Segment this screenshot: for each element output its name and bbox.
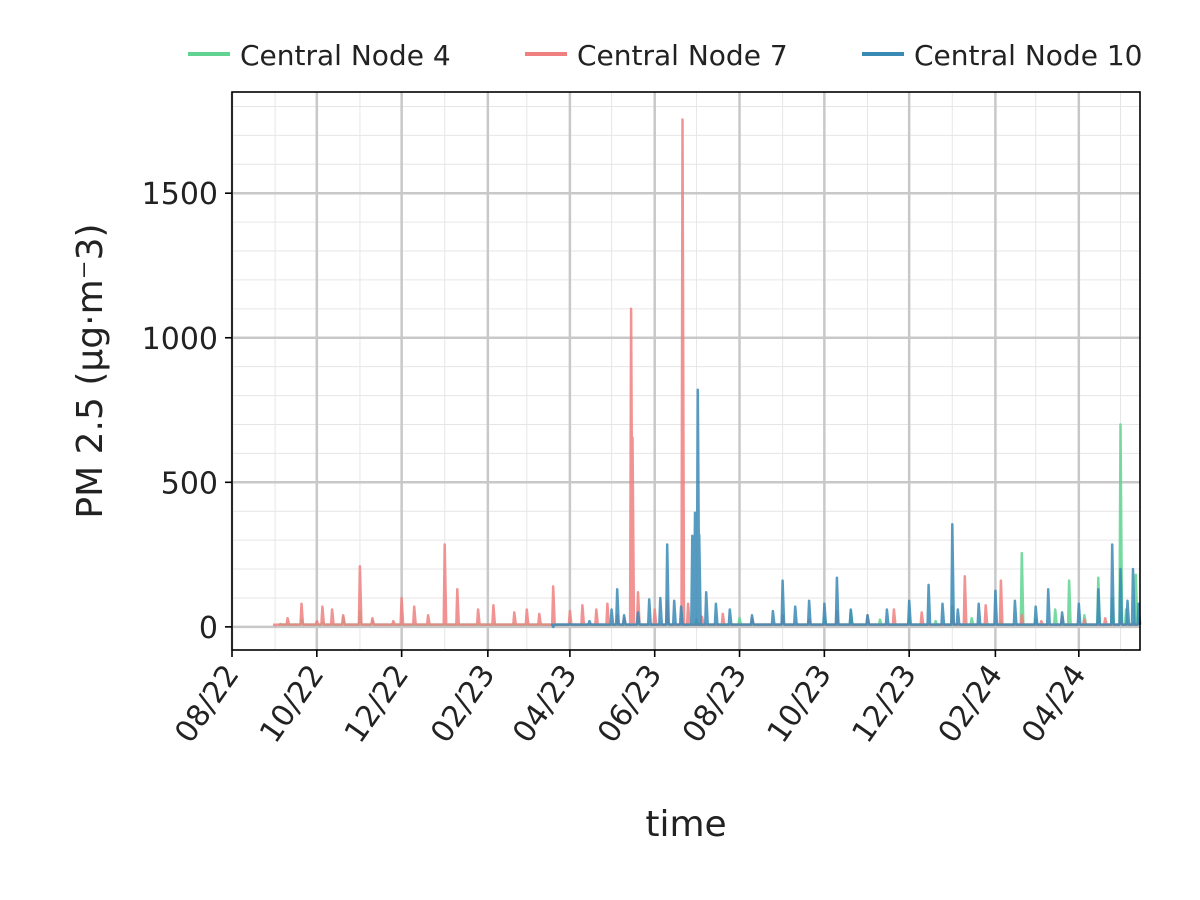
legend: Central Node 4 Central Node 7 Central Node… — [188, 39, 1142, 72]
y-tick-label: 0 — [199, 611, 218, 646]
y-tick-label: 1500 — [142, 177, 218, 212]
series-lines — [272, 118, 1142, 629]
legend-label: Central Node 7 — [577, 39, 788, 72]
legend-label: Central Node 10 — [914, 39, 1142, 72]
x-axis-label: time — [645, 804, 726, 845]
legend-label: Central Node 4 — [240, 39, 451, 72]
y-axis: 0 500 1000 1500 — [142, 177, 232, 646]
plot-frame — [231, 91, 1141, 651]
series-line-3 — [550, 388, 1142, 629]
y-axis-label: PM 2.5 (µg·m⁻3) — [70, 223, 111, 518]
y-tick-label: 1000 — [142, 322, 218, 357]
y-tick-label: 500 — [161, 466, 218, 501]
